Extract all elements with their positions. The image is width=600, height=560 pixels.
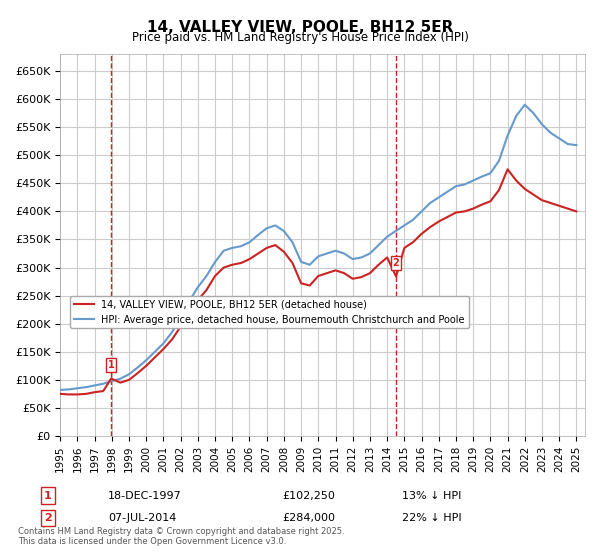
Text: 1: 1 <box>44 491 52 501</box>
Text: £102,250: £102,250 <box>282 491 335 501</box>
Text: 2: 2 <box>393 258 400 268</box>
Text: 2: 2 <box>44 513 52 523</box>
Text: 14, VALLEY VIEW, POOLE, BH12 5ER: 14, VALLEY VIEW, POOLE, BH12 5ER <box>147 20 453 35</box>
Text: 22% ↓ HPI: 22% ↓ HPI <box>402 513 461 523</box>
Text: Price paid vs. HM Land Registry's House Price Index (HPI): Price paid vs. HM Land Registry's House … <box>131 31 469 44</box>
Text: 1: 1 <box>108 360 115 370</box>
Text: 18-DEC-1997: 18-DEC-1997 <box>108 491 182 501</box>
Text: Contains HM Land Registry data © Crown copyright and database right 2025.
This d: Contains HM Land Registry data © Crown c… <box>18 526 344 546</box>
Legend: 14, VALLEY VIEW, POOLE, BH12 5ER (detached house), HPI: Average price, detached : 14, VALLEY VIEW, POOLE, BH12 5ER (detach… <box>70 296 469 328</box>
Text: 07-JUL-2014: 07-JUL-2014 <box>108 513 176 523</box>
Text: 13% ↓ HPI: 13% ↓ HPI <box>402 491 461 501</box>
Text: £284,000: £284,000 <box>282 513 335 523</box>
